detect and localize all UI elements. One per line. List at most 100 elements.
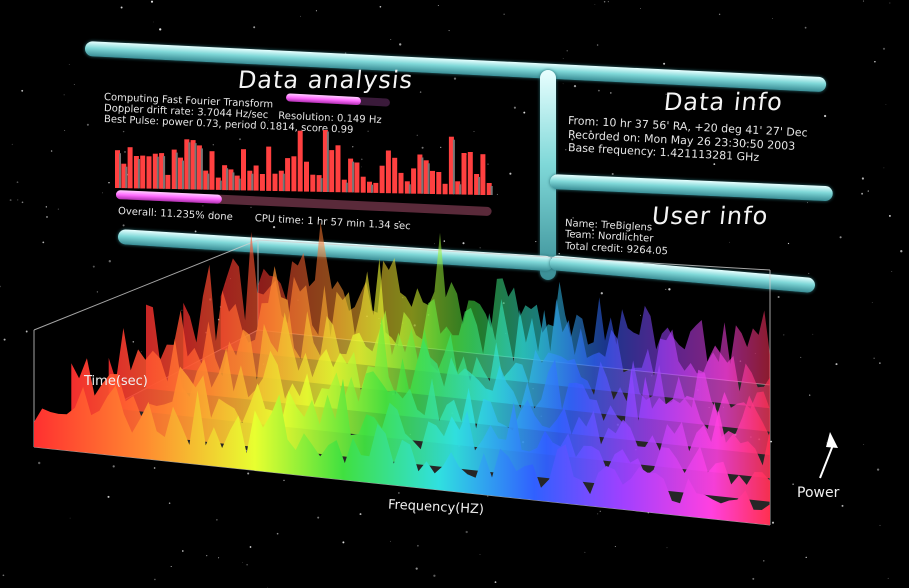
spectrum-bar-shadow xyxy=(207,173,210,190)
spectrum-surface-row xyxy=(146,304,770,455)
spectrum-bar-shadow xyxy=(452,139,455,195)
spectrum-bar-shadow xyxy=(163,156,166,189)
spectrum-bar-shadow xyxy=(352,161,355,193)
spectrum-bar xyxy=(190,140,196,190)
spectrum-bar xyxy=(222,165,228,191)
spectrum-bar-shadow xyxy=(282,173,285,192)
spectrum-bar-shadow xyxy=(490,186,493,195)
spectrum-bar xyxy=(285,158,291,192)
spectrum-bar xyxy=(385,150,391,194)
spectrum-bar xyxy=(234,175,240,191)
spectrum-bar xyxy=(215,177,221,190)
spectrum-bar-shadow xyxy=(137,159,140,189)
spectrum-bar xyxy=(442,183,448,195)
spectrum-bar-shadow xyxy=(459,184,462,195)
spectrum-bar-shadow xyxy=(119,153,121,188)
spectrum-bar xyxy=(115,150,120,188)
spectrum-bar xyxy=(247,170,253,191)
spectrum-bar-shadow xyxy=(125,166,128,189)
spectrum-bar xyxy=(278,170,284,192)
spectrum-bar-shadow xyxy=(478,177,481,195)
spectrum-bar xyxy=(259,174,265,191)
spectrum-bar xyxy=(448,136,454,195)
spectrum-bar-shadow xyxy=(371,184,373,193)
power-arrow xyxy=(819,432,838,479)
spectrum-surface-row xyxy=(71,358,771,502)
spectrum-bar xyxy=(392,157,398,194)
spectrum-bar xyxy=(127,147,133,189)
spectrum-bar xyxy=(341,179,347,193)
spectrum-bar xyxy=(266,146,272,191)
spectrum-bar xyxy=(272,173,278,191)
spectrum-bar-shadow xyxy=(408,184,411,194)
time-axis-label: Time(sec) xyxy=(84,374,148,389)
spectrum-bar xyxy=(404,181,410,194)
spectrum-bar-shadow xyxy=(238,178,241,191)
power-axis-label: Power xyxy=(797,485,840,501)
vertical-pipe xyxy=(540,70,556,280)
spectrum-surface-row xyxy=(108,328,770,479)
spectrum-bar xyxy=(133,156,139,189)
spectrum-bar-shadow xyxy=(194,143,197,190)
spectrum-bar xyxy=(411,168,417,194)
spectrum-bar-shadow xyxy=(226,168,229,191)
spectrum-bar-shadow xyxy=(182,160,184,190)
spectrum-bar xyxy=(184,139,190,190)
spectrum-bar-shadow xyxy=(251,173,254,191)
spectrum-bar-shadow xyxy=(427,163,430,194)
spectrum-bar xyxy=(316,175,322,192)
spectrum-bar xyxy=(461,153,467,195)
spectrum-bar xyxy=(354,162,360,193)
spectrum-bar xyxy=(455,181,461,195)
spectrum-bar-chart xyxy=(115,130,493,195)
spectrum-bar xyxy=(367,181,372,193)
spectrum-bar xyxy=(398,172,404,194)
spectrum-bar xyxy=(335,145,341,193)
spectrum-bar-shadow xyxy=(188,142,191,190)
spectrum-bar xyxy=(348,158,354,193)
spectrum-bar xyxy=(417,154,423,194)
spectrum-bar xyxy=(196,145,202,190)
spectrum-bar xyxy=(297,130,303,192)
spectrum-bar xyxy=(203,170,209,190)
spectrum-bar-shadow xyxy=(219,180,222,190)
spectrum-bar-shadow xyxy=(175,152,178,189)
spectrum-bar xyxy=(121,163,127,189)
spectrum-surface xyxy=(34,222,771,525)
spectrum-bar xyxy=(436,172,442,195)
spectrum-bar-shadow xyxy=(345,182,348,193)
spectrum-bar xyxy=(228,169,234,191)
spectrum-bar xyxy=(253,165,259,191)
spectrum-bar xyxy=(146,156,152,189)
spectrum-bar xyxy=(241,149,246,191)
spectrum-bar xyxy=(159,153,165,189)
spectrum-bar xyxy=(474,174,480,195)
spectrum-bar xyxy=(379,165,385,194)
spectrum-bar xyxy=(209,151,215,190)
spectrum-bar xyxy=(322,130,328,192)
spectrum-bar xyxy=(360,176,366,193)
spectrum-bar xyxy=(430,170,435,194)
spectrum-bar xyxy=(171,149,177,189)
spectrum-bar-shadow xyxy=(320,178,323,192)
spectrum-bar xyxy=(152,153,158,189)
spectrum-bar xyxy=(178,157,183,190)
spectrum-bar xyxy=(467,152,473,195)
spectrum-bar xyxy=(329,150,335,193)
spectrum-bar xyxy=(291,156,297,192)
spectrum-bar xyxy=(165,174,171,189)
spectrum-bar xyxy=(304,161,309,192)
spectrum-bar-shadow xyxy=(421,157,424,194)
spectrum-bar xyxy=(310,174,316,192)
spectrum-bar xyxy=(423,160,429,194)
spectrum-surface-row xyxy=(258,222,770,385)
spectrum-bar-shadow xyxy=(156,156,159,189)
spectrum-bar-shadow xyxy=(326,131,329,192)
spectrum-bar xyxy=(486,183,492,195)
spectrum-bar-shadow xyxy=(232,172,235,191)
spectrum-bar xyxy=(373,182,379,193)
spectrum-bar-shadow xyxy=(200,148,203,190)
spectrum-bar xyxy=(480,154,486,195)
spectrum-surface-row xyxy=(34,385,770,525)
